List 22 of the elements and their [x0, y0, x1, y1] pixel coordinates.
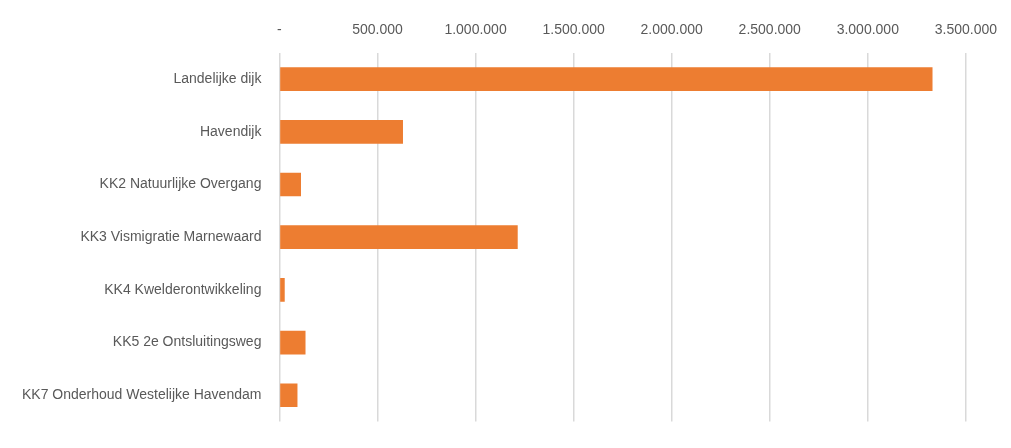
y-tick-label: KK7 Onderhoud Westelijke Havendam: [21, 386, 262, 403]
y-tick-label: KK5 2e Ontsluitingsweg: [112, 333, 262, 350]
x-tick-label: -: [277, 21, 283, 38]
bar: [280, 330, 306, 355]
x-tick-label: 2.500.000: [738, 21, 802, 38]
y-tick-label: KK2 Natuurlijke Overgang: [99, 175, 262, 192]
bar: [280, 225, 518, 250]
bar: [280, 278, 285, 302]
bar: [280, 119, 403, 144]
bar: [280, 383, 298, 408]
x-tick-label: 1.000.000: [444, 21, 507, 38]
bar: [280, 67, 933, 91]
y-tick-label: Landelijke dijk: [173, 70, 263, 86]
x-tick-label: 3.000.000: [836, 21, 900, 38]
y-tick-label: Havendijk: [199, 122, 263, 139]
x-tick-label: 2.000.000: [640, 21, 704, 38]
x-tick-label: 3.500.000: [934, 21, 998, 38]
y-tick-label: KK3 Vismigratie Marnewaard: [80, 228, 262, 245]
x-tick-label: 1.500.000: [542, 21, 605, 38]
bar: [280, 172, 301, 197]
x-tick-label: 500.000: [352, 21, 404, 38]
y-tick-label: KK4 Kwelderontwikkeling: [104, 280, 262, 297]
